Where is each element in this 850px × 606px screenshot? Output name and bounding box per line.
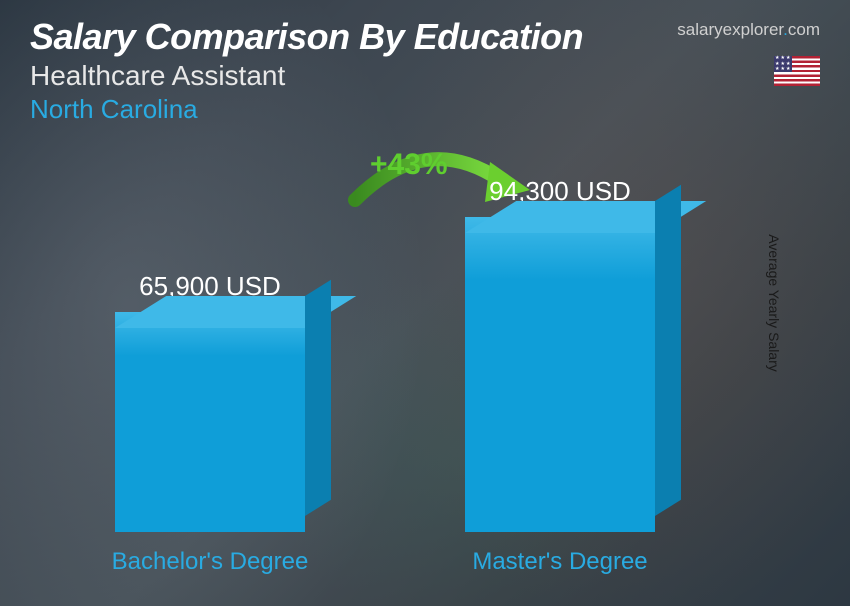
brand-part2: explorer [723,20,783,39]
bar-front-face [465,217,655,532]
bar-masters: 94,300 USD Master's Degree [450,176,670,576]
y-axis-label: Average Yearly Salary [765,234,781,372]
us-flag-icon [774,56,820,86]
bar-category-label: Master's Degree [472,548,647,576]
location: North Carolina [30,94,820,125]
bar-category-label: Bachelor's Degree [112,548,309,576]
brand-logo: salaryexplorer.com [677,20,820,40]
salary-bar-chart: 65,900 USD Bachelor's Degree 94,300 USD … [80,136,750,576]
bar-front-face [115,312,305,532]
bar-3d [465,217,655,532]
brand-part1: salary [677,20,722,39]
bar-3d [115,312,305,532]
bar-side-face [655,185,681,516]
bar-side-face [305,280,331,516]
bar-bachelors: 65,900 USD Bachelor's Degree [100,271,320,576]
job-title: Healthcare Assistant [30,60,820,92]
brand-tld: com [788,20,820,39]
